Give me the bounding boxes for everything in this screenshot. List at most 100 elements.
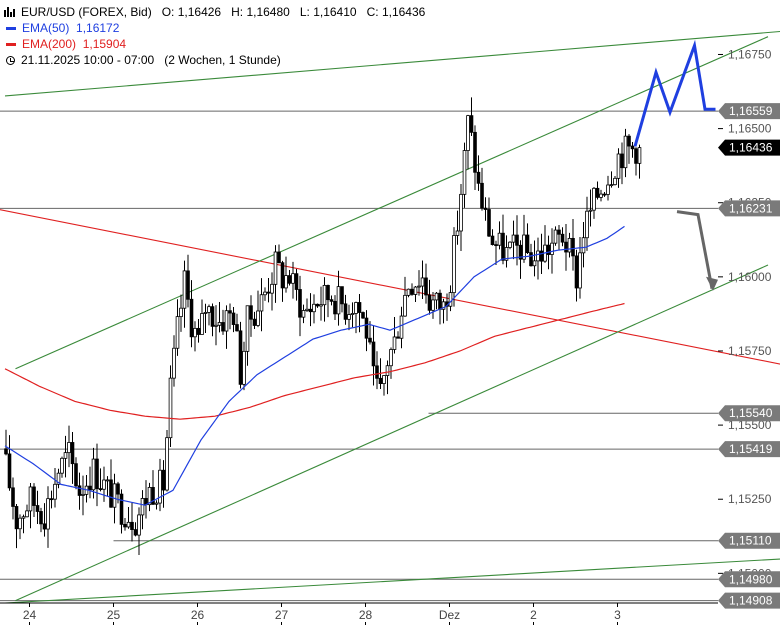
candle-body (21, 516, 26, 519)
candle-body (158, 469, 162, 504)
legend-close-label: C: (366, 5, 379, 19)
candle (308, 293, 313, 327)
candle-body (599, 193, 603, 198)
candle-body (518, 244, 523, 260)
candle (35, 490, 40, 524)
candle (581, 221, 586, 268)
candle-body (49, 498, 54, 501)
candle-body (312, 303, 316, 313)
candle-body (497, 232, 502, 246)
candle-body (301, 310, 306, 318)
candle (189, 280, 194, 348)
candle-body (319, 304, 323, 307)
price-tag-shape (718, 441, 780, 458)
candle (553, 226, 558, 246)
candle-body (263, 291, 267, 296)
candle-body (214, 324, 218, 327)
candle (186, 254, 190, 308)
candle (592, 186, 596, 219)
candle (364, 310, 369, 352)
candle-body (203, 312, 208, 314)
candle-body (322, 284, 327, 306)
candle (158, 458, 162, 512)
candle-body (14, 506, 19, 530)
candle-body (137, 514, 141, 536)
candle-body (588, 209, 593, 212)
candle (63, 435, 68, 478)
candle (294, 268, 299, 301)
candle (329, 295, 334, 306)
candle (312, 294, 316, 324)
candle (144, 480, 148, 519)
candle (39, 507, 43, 533)
candle-body (364, 317, 369, 339)
candle-body (60, 457, 64, 474)
candle (81, 475, 85, 516)
candle-body (42, 523, 47, 530)
candle-body (18, 517, 22, 530)
candle (70, 431, 75, 484)
candle (196, 318, 201, 343)
candle-body (182, 270, 187, 309)
price-tag-label: 1,15110 (729, 534, 772, 548)
candle-body (343, 303, 348, 320)
level-price-tag: 1,16231 (718, 200, 780, 217)
candle (46, 486, 50, 548)
candle-body (123, 523, 127, 528)
candle (511, 220, 516, 260)
price-axis: 1,150001,152501,155001,157501,160001,162… (718, 47, 772, 580)
price-tag-label: 1,14908 (729, 594, 773, 608)
candle (228, 303, 232, 330)
candle-body (109, 479, 113, 508)
horizontal-levels (0, 110, 718, 602)
candle-body (133, 529, 138, 536)
candle (571, 218, 575, 271)
candle-body (4, 448, 8, 455)
candle (273, 245, 278, 303)
candle-body (266, 291, 271, 294)
candle (410, 283, 414, 296)
candle (557, 224, 561, 250)
candle-body (627, 135, 631, 147)
candle (634, 147, 638, 176)
candle (497, 221, 502, 250)
candle-body (448, 292, 453, 307)
candle (452, 227, 456, 307)
candle-body (602, 193, 607, 196)
candle (431, 292, 435, 319)
candle (168, 365, 173, 447)
price-tag-shape (718, 200, 780, 217)
candle-body (102, 479, 106, 490)
candle (532, 240, 537, 277)
candle (249, 295, 253, 337)
candle (4, 429, 8, 456)
candle (361, 311, 365, 319)
candle-body (357, 302, 362, 313)
candle (620, 142, 624, 185)
time-tick-label: 27 (275, 608, 289, 622)
candle-body (252, 318, 257, 326)
candle (256, 290, 260, 328)
candle (606, 175, 610, 201)
candle-body (130, 521, 134, 530)
candle-body (399, 315, 404, 339)
candle-body (277, 251, 281, 264)
candle (200, 299, 204, 335)
candle-body (539, 250, 544, 262)
candle-body (396, 336, 400, 339)
candle-body (259, 294, 264, 312)
candle (179, 294, 183, 332)
candle-body (438, 292, 442, 310)
legend-high: 1,16480 (246, 5, 290, 19)
candle (490, 229, 495, 246)
legend-symbol-row: EUR/USD (FOREX, Bid) O: 1,16426 H: 1,164… (4, 4, 425, 20)
candle (588, 189, 593, 227)
price-tag-label: 1,15540 (729, 406, 773, 420)
candle-body (53, 483, 57, 500)
candle-body (249, 305, 253, 320)
candle (217, 302, 222, 333)
candle (462, 142, 467, 208)
candle (133, 522, 138, 537)
trendline-top-channel (4, 30, 780, 97)
